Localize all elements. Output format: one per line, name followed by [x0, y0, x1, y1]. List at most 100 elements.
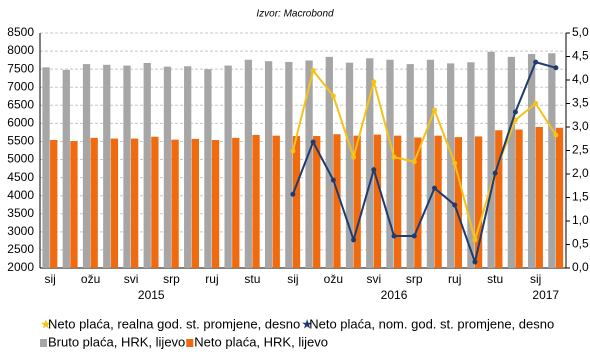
bar	[244, 59, 253, 268]
bar	[264, 61, 273, 269]
bar	[143, 63, 151, 268]
marker	[290, 191, 296, 197]
legend-marker: ★	[40, 316, 52, 331]
bar	[313, 136, 321, 268]
marker	[351, 154, 357, 160]
bar	[447, 63, 455, 268]
bar	[507, 56, 516, 268]
bar	[62, 69, 70, 268]
x-tick-label: ožu	[81, 272, 100, 286]
bar	[123, 65, 131, 269]
bar	[325, 56, 333, 268]
x-tick-label: svi	[124, 272, 139, 286]
bar	[191, 138, 199, 268]
bar	[333, 134, 341, 268]
marker	[310, 139, 316, 145]
legend-marker	[40, 339, 47, 347]
y2-tick-label: 2,0	[572, 166, 589, 180]
bar	[454, 137, 462, 268]
legend-marker	[186, 339, 194, 347]
bar	[527, 53, 536, 268]
y-tick-label: 8500	[7, 25, 34, 39]
bar	[110, 138, 119, 268]
marker	[452, 160, 458, 166]
y2-tick-label: 1,5	[572, 190, 589, 204]
y-tick-label: 3500	[7, 206, 34, 220]
marker	[351, 237, 357, 243]
y2-tick-label: 3,0	[572, 119, 589, 133]
bar	[151, 136, 159, 268]
bar	[171, 139, 179, 268]
y2-tick-label: 0,0	[572, 260, 589, 274]
legend-marker: ★	[301, 316, 313, 331]
y2-tick-label: 1,0	[572, 213, 589, 227]
legend-label: Neto plaća, HRK, lijevo	[194, 334, 328, 349]
bar	[434, 135, 442, 268]
x-tick-label: stu	[487, 272, 503, 286]
bar	[252, 134, 260, 268]
year-label: 2016	[381, 288, 408, 302]
marker	[553, 65, 559, 71]
y2-tick-label: 0,5	[572, 237, 589, 251]
bar	[555, 127, 564, 268]
chart-subtitle: Izvor: Macrobond	[256, 9, 334, 20]
bar	[50, 140, 58, 268]
bar	[272, 135, 280, 268]
bar	[535, 127, 543, 268]
marker	[472, 259, 478, 265]
year-label: 2015	[138, 288, 165, 302]
y2-tick-label: 4,0	[572, 72, 589, 86]
x-tick-label: sij	[44, 272, 55, 286]
bar	[285, 61, 293, 268]
x-tick-label: svi	[366, 272, 381, 286]
bar	[90, 137, 98, 268]
bar	[224, 65, 232, 269]
bar	[211, 140, 220, 268]
bar	[467, 62, 475, 269]
marker	[432, 185, 437, 191]
bar	[406, 64, 414, 268]
bar	[42, 67, 50, 268]
bar	[204, 69, 212, 269]
marker	[411, 233, 417, 239]
x-tick-label: srp	[406, 272, 423, 286]
y2-tick-label: 2,5	[572, 143, 589, 157]
legend-label: Neto plaća, nom. god. st. promjene, desn…	[309, 316, 554, 331]
y-tick-label: 6500	[7, 97, 34, 111]
marker	[553, 132, 559, 138]
marker	[411, 159, 417, 165]
x-tick-label: ožu	[324, 272, 343, 286]
y-tick-label: 4500	[7, 170, 34, 184]
bar	[414, 137, 422, 268]
marker	[391, 233, 397, 239]
marker	[391, 154, 397, 160]
marker	[330, 177, 336, 183]
bar	[70, 141, 78, 268]
y-tick-label: 2500	[7, 242, 34, 256]
bar	[103, 64, 111, 268]
marker	[290, 148, 296, 154]
y-tick-label: 4000	[7, 188, 34, 202]
bar	[515, 129, 523, 268]
marker	[533, 101, 539, 106]
bar	[366, 58, 374, 268]
bar	[305, 60, 313, 268]
marker	[472, 237, 478, 243]
bar	[474, 136, 483, 268]
y-tick-label: 5000	[7, 152, 34, 166]
y-tick-label: 8000	[7, 43, 34, 57]
marker	[371, 167, 377, 173]
x-tick-label: sij	[530, 272, 541, 286]
bar	[386, 59, 394, 268]
x-tick-label: ruj	[205, 272, 218, 286]
bar	[292, 136, 301, 268]
marker	[512, 109, 518, 115]
marker	[310, 68, 316, 74]
bar	[345, 62, 354, 269]
y-tick-label: 7500	[7, 61, 34, 75]
marker	[452, 202, 458, 208]
bar	[232, 137, 240, 268]
y-tick-label: 2000	[7, 260, 34, 274]
y-tick-label: 5500	[7, 134, 34, 148]
bar	[184, 66, 192, 268]
